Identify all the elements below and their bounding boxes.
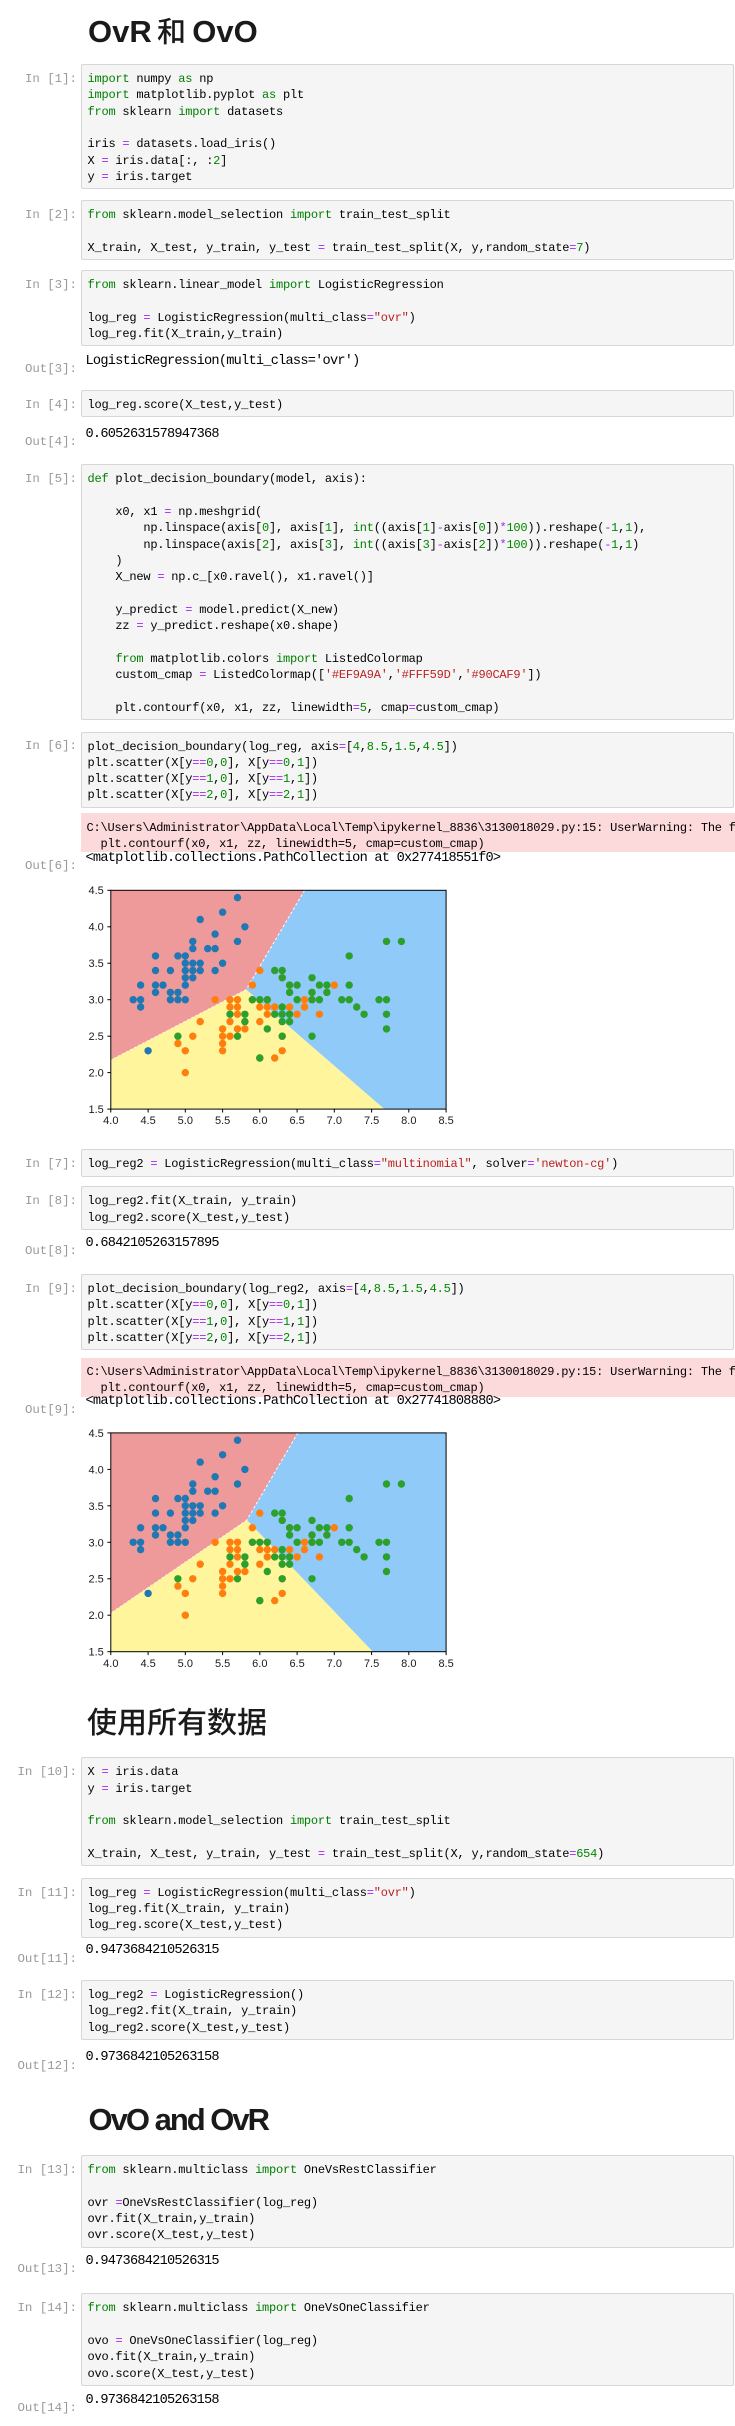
svg-text:7.0: 7.0 [327, 1115, 342, 1127]
svg-text:4.5: 4.5 [140, 1115, 155, 1127]
svg-text:4.5: 4.5 [89, 885, 104, 897]
svg-text:4.0: 4.0 [89, 922, 104, 934]
svg-text:6.5: 6.5 [289, 1658, 304, 1670]
svg-text:3.5: 3.5 [89, 1501, 104, 1513]
svg-text:5.0: 5.0 [178, 1658, 193, 1670]
svg-text:6.0: 6.0 [252, 1115, 267, 1127]
svg-text:3.0: 3.0 [89, 995, 104, 1007]
svg-text:4.0: 4.0 [103, 1115, 118, 1127]
svg-text:8.5: 8.5 [438, 1658, 453, 1670]
svg-text:4.0: 4.0 [89, 1464, 104, 1476]
svg-text:8.5: 8.5 [438, 1115, 453, 1127]
svg-text:4.5: 4.5 [140, 1658, 155, 1670]
svg-text:7.0: 7.0 [327, 1658, 342, 1670]
svg-text:6.0: 6.0 [252, 1658, 267, 1670]
svg-text:6.5: 6.5 [289, 1115, 304, 1127]
svg-text:5.5: 5.5 [215, 1115, 230, 1127]
svg-text:1.5: 1.5 [89, 1647, 104, 1659]
svg-text:2.0: 2.0 [89, 1610, 104, 1622]
svg-text:8.0: 8.0 [401, 1658, 416, 1670]
svg-text:3.0: 3.0 [89, 1537, 104, 1549]
svg-text:2.5: 2.5 [89, 1031, 104, 1043]
svg-text:7.5: 7.5 [364, 1115, 379, 1127]
svg-text:5.5: 5.5 [215, 1658, 230, 1670]
svg-text:1.5: 1.5 [89, 1104, 104, 1116]
svg-text:8.0: 8.0 [401, 1115, 416, 1127]
svg-text:2.5: 2.5 [89, 1574, 104, 1586]
svg-text:4.5: 4.5 [89, 1428, 104, 1440]
svg-text:3.5: 3.5 [89, 958, 104, 970]
svg-text:7.5: 7.5 [364, 1658, 379, 1670]
svg-text:2.0: 2.0 [89, 1068, 104, 1080]
svg-text:5.0: 5.0 [178, 1115, 193, 1127]
svg-text:4.0: 4.0 [103, 1658, 118, 1670]
